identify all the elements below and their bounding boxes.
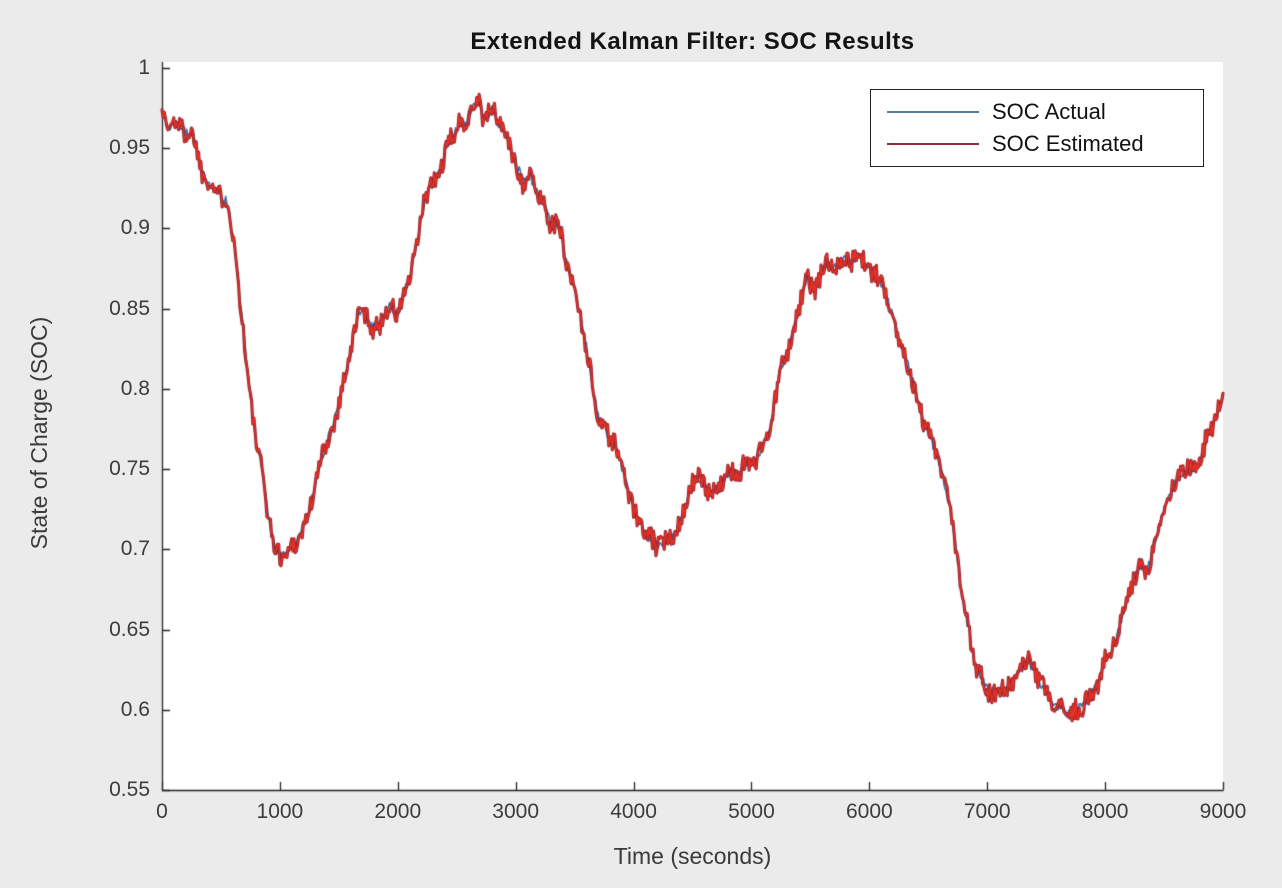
x-tick-label: 4000 <box>610 800 657 823</box>
y-tick-label: 0.7 <box>120 537 150 561</box>
x-tick-label: 1000 <box>256 800 304 823</box>
legend-label-estimated: SOC Estimated <box>992 131 1144 156</box>
x-axis-label: Time (seconds) <box>613 843 772 869</box>
legend-entry-actual: SOC Actual <box>871 99 1203 125</box>
x-tick-label: 2000 <box>374 800 422 823</box>
y-tick-label: 0.95 <box>109 136 150 160</box>
x-tick-label: 3000 <box>492 800 540 823</box>
x-tick-label: 8000 <box>1081 800 1129 823</box>
y-tick-label: 0.75 <box>109 457 150 481</box>
y-tick-label: 0.8 <box>120 376 150 400</box>
y-tick-label: 0.85 <box>109 296 150 320</box>
y-tick-label: 0.55 <box>109 778 150 801</box>
x-tick-label: 6000 <box>845 800 893 823</box>
legend-line-sample-actual <box>887 111 979 113</box>
x-tick-label: 5000 <box>728 800 775 823</box>
x-tick-label: 9000 <box>1199 800 1247 823</box>
y-tick-label: 1 <box>138 56 150 79</box>
legend-line-sample-estimated <box>887 143 979 145</box>
y-axis-label: State of Charge (SOC) <box>26 316 52 550</box>
y-tick-label: 0.9 <box>120 216 150 240</box>
chart-title: Extended Kalman Filter: SOC Results <box>470 28 915 55</box>
x-tick-label: 0 <box>156 800 168 823</box>
legend-label-actual: SOC Actual <box>992 99 1106 124</box>
legend-entry-estimated: SOC Estimated <box>871 131 1203 157</box>
x-tick-label: 7000 <box>963 800 1011 823</box>
y-tick-label: 0.6 <box>120 697 150 721</box>
legend: SOC Actual SOC Estimated <box>870 89 1204 167</box>
y-tick-label: 0.65 <box>109 617 150 641</box>
